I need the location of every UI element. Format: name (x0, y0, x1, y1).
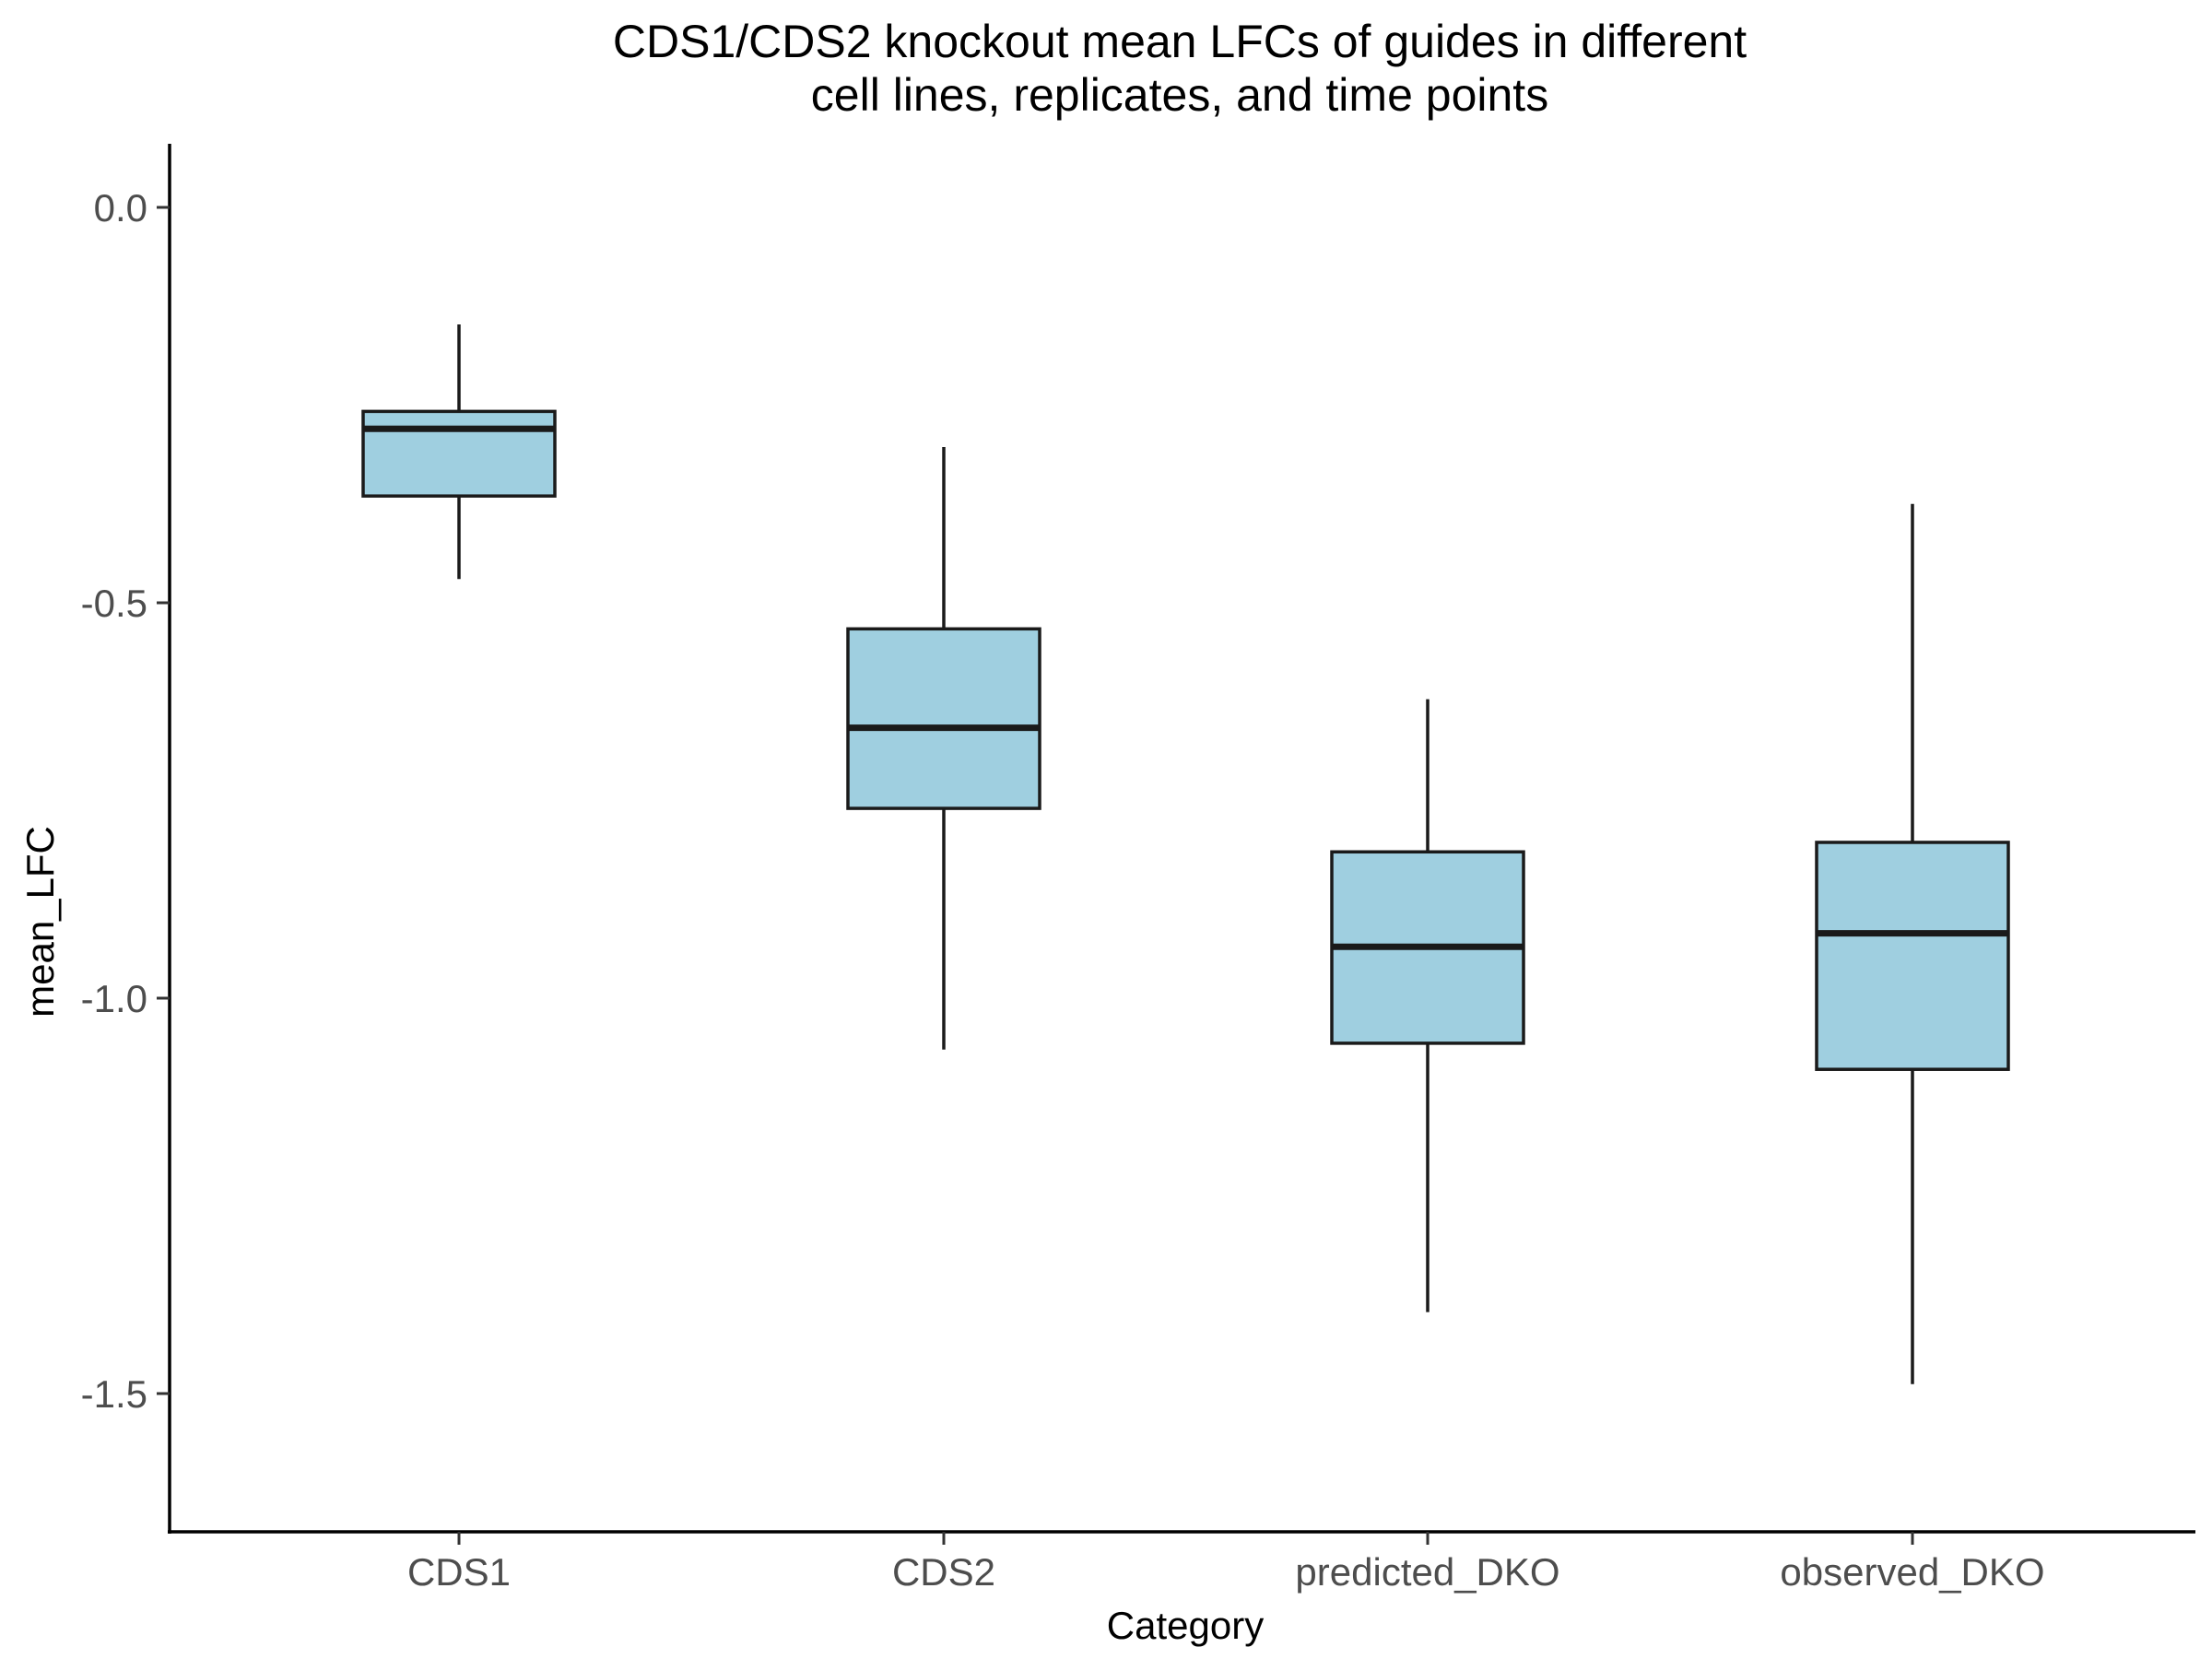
y-tick-label: -1.5 (81, 1372, 147, 1416)
iqr-box-cds1 (361, 409, 557, 498)
x-tick-label: CDS2 (892, 1550, 995, 1594)
chart-title-line-2: cell lines, replicates, and time points (811, 69, 1548, 121)
y-axis-title: mean_LFC (18, 826, 62, 1018)
y-tick-label: -1.0 (81, 977, 147, 1020)
y-tick-label: 0.0 (94, 186, 147, 229)
box-cds1 (361, 324, 557, 580)
x-tick-label: predicted_DKO (1295, 1550, 1559, 1594)
plot-area (361, 324, 2010, 1384)
x-tick-label: observed_DKO (1780, 1550, 2044, 1594)
iqr-box-cds2 (846, 627, 1041, 810)
y-tick-label: -0.5 (81, 582, 147, 625)
box-predicted-dko (1330, 699, 1525, 1312)
iqr-box-observed-dko (1815, 841, 2010, 1071)
x-axis-ticks: CDS1 CDS2 predicted_DKO observed_DKO (407, 1532, 2045, 1594)
chart-title-line-1: CDS1/CDS2 knockout mean LFCs of guides i… (613, 16, 1747, 67)
x-axis-title: Category (1107, 1604, 1264, 1647)
y-axis-ticks: 0.0 -0.5 -1.0 -1.5 (81, 186, 170, 1416)
box-observed-dko (1815, 503, 2010, 1384)
box-cds2 (846, 446, 1041, 1050)
x-tick-label: CDS1 (407, 1550, 511, 1594)
